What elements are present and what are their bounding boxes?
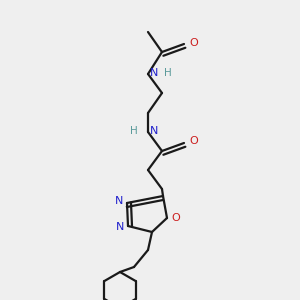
Text: N: N [116, 222, 124, 232]
Text: O: O [190, 136, 198, 146]
Text: N: N [115, 196, 123, 206]
Text: O: O [190, 38, 198, 48]
Text: H: H [130, 126, 138, 136]
Text: N: N [150, 68, 158, 78]
Text: N: N [150, 126, 158, 136]
Text: O: O [172, 213, 180, 223]
Text: H: H [164, 68, 172, 78]
